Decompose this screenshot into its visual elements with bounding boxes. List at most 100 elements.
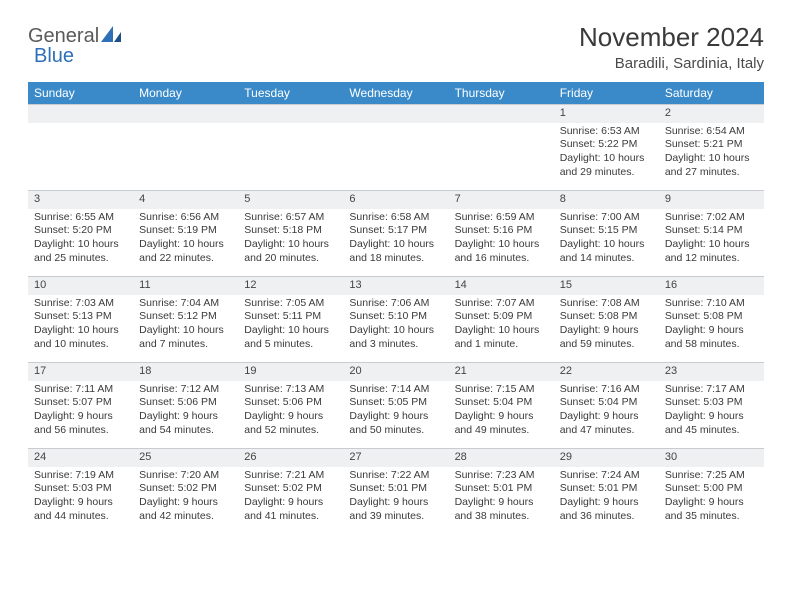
day-number-cell: 5 [238,191,343,209]
sunrise-text: Sunrise: 7:03 AM [34,297,127,311]
sunrise-text: Sunrise: 7:12 AM [139,383,232,397]
day1-text: Daylight: 10 hours [34,324,127,338]
day-body-cell: Sunrise: 7:24 AMSunset: 5:01 PMDaylight:… [554,467,659,535]
day1-text: Daylight: 9 hours [665,496,758,510]
sunrise-text: Sunrise: 6:59 AM [455,211,548,225]
sunrise-text: Sunrise: 7:02 AM [665,211,758,225]
day-body-row: Sunrise: 6:55 AMSunset: 5:20 PM Daylight:… [28,209,764,277]
daynum-row: 10111213141516 [28,277,764,295]
weekday-header: Sunday [28,82,133,105]
day-number-cell: 27 [343,449,448,467]
sunrise-text: Sunrise: 7:15 AM [455,383,548,397]
logo-gray: General [28,25,99,47]
day-body-cell: Sunrise: 6:59 AMSunset: 5:16 PMDaylight:… [449,209,554,277]
day-number-cell [449,105,554,123]
day-body-cell: Sunrise: 7:25 AMSunset: 5:00 PMDaylight:… [659,467,764,535]
weekday-header: Thursday [449,82,554,105]
day2-text: and 39 minutes. [349,510,442,524]
day-number-cell [133,105,238,123]
logo-sail-icon [101,26,121,46]
sunset-text: Sunset: 5:20 PM [34,224,127,238]
weekday-header: Friday [554,82,659,105]
day-number-cell: 23 [659,363,764,381]
sunrise-text: Sunrise: 7:16 AM [560,383,653,397]
day-body-row: Sunrise: 7:11 AMSunset: 5:07 PMDaylight:… [28,381,764,449]
day-body-row: Sunrise: 7:19 AMSunset: 5:03 PMDaylight:… [28,467,764,535]
sunset-text: Sunset: 5:22 PM [560,138,653,152]
day1-text: Daylight: 10 hours [244,324,337,338]
day2-text: and 25 minutes. [34,252,127,266]
day2-text: and 58 minutes. [665,338,758,352]
sunrise-text: Sunrise: 7:13 AM [244,383,337,397]
day-body-cell: Sunrise: 7:02 AMSunset: 5:14 PMDaylight:… [659,209,764,277]
day2-text: and 49 minutes. [455,424,548,438]
sunrise-text: Sunrise: 6:56 AM [139,211,232,225]
day1-text: Daylight: 9 hours [560,410,653,424]
sunset-text: Sunset: 5:06 PM [139,396,232,410]
day2-text: and 16 minutes. [455,252,548,266]
sunset-text: Sunset: 5:04 PM [560,396,653,410]
day-body-row: Sunrise: 6:53 AMSunset: 5:22 PMDaylight:… [28,123,764,191]
day-number-cell: 13 [343,277,448,295]
sunset-text: Sunset: 5:01 PM [560,482,653,496]
sunrise-text: Sunrise: 6:55 AM [34,211,127,225]
logo: General Blue [28,22,121,66]
sunset-text: Sunset: 5:18 PM [244,224,337,238]
day-number-cell: 15 [554,277,659,295]
day-number-cell: 30 [659,449,764,467]
day-body-cell: Sunrise: 6:54 AMSunset: 5:21 PMDaylight:… [659,123,764,191]
day-body-cell: Sunrise: 7:11 AMSunset: 5:07 PMDaylight:… [28,381,133,449]
day-body-cell: Sunrise: 6:57 AMSunset: 5:18 PMDaylight:… [238,209,343,277]
day-number-cell: 26 [238,449,343,467]
day1-text: Daylight: 9 hours [139,496,232,510]
day2-text: and 10 minutes. [34,338,127,352]
day-body-cell: Sunrise: 7:05 AMSunset: 5:11 PMDaylight:… [238,295,343,363]
day2-text: and 3 minutes. [349,338,442,352]
sunrise-text: Sunrise: 7:25 AM [665,469,758,483]
day-number-cell [28,105,133,123]
day1-text: Daylight: 10 hours [665,152,758,166]
day1-text: Daylight: 10 hours [244,238,337,252]
day1-text: Daylight: 10 hours [560,152,653,166]
day2-text: and 27 minutes. [665,166,758,180]
day-number-cell: 7 [449,191,554,209]
day-body-cell: Sunrise: 7:13 AMSunset: 5:06 PMDaylight:… [238,381,343,449]
sunrise-text: Sunrise: 7:06 AM [349,297,442,311]
day-body-cell [343,123,448,191]
sunset-text: Sunset: 5:11 PM [244,310,337,324]
sunrise-text: Sunrise: 7:20 AM [139,469,232,483]
weekday-header: Wednesday [343,82,448,105]
sunrise-text: Sunrise: 7:05 AM [244,297,337,311]
day-number-cell: 22 [554,363,659,381]
sunset-text: Sunset: 5:00 PM [665,482,758,496]
page: General Blue November 2024 Baradili, Sar… [0,0,792,612]
day1-text: Daylight: 10 hours [455,324,548,338]
day2-text: and 14 minutes. [560,252,653,266]
weekday-header: Tuesday [238,82,343,105]
day2-text: and 1 minute. [455,338,548,352]
day-body-cell: Sunrise: 6:56 AMSunset: 5:19 PMDaylight:… [133,209,238,277]
day-body-cell [28,123,133,191]
sunrise-text: Sunrise: 7:19 AM [34,469,127,483]
sunset-text: Sunset: 5:17 PM [349,224,442,238]
logo-text: General Blue [28,26,121,66]
day-body-cell: Sunrise: 7:00 AMSunset: 5:15 PMDaylight:… [554,209,659,277]
day2-text: and 42 minutes. [139,510,232,524]
sunrise-text: Sunrise: 7:10 AM [665,297,758,311]
day-body-cell: Sunrise: 7:15 AMSunset: 5:04 PMDaylight:… [449,381,554,449]
sunrise-text: Sunrise: 7:21 AM [244,469,337,483]
daynum-row: 12 [28,105,764,123]
sunset-text: Sunset: 5:06 PM [244,396,337,410]
sunset-text: Sunset: 5:16 PM [455,224,548,238]
day-body-cell: Sunrise: 7:20 AMSunset: 5:02 PMDaylight:… [133,467,238,535]
sunset-text: Sunset: 5:09 PM [455,310,548,324]
day-body-row: Sunrise: 7:03 AMSunset: 5:13 PMDaylight:… [28,295,764,363]
calendar-body: 12Sunrise: 6:53 AMSunset: 5:22 PMDayligh… [28,105,764,535]
weekday-header: Saturday [659,82,764,105]
day-number-cell: 8 [554,191,659,209]
day-number-cell: 17 [28,363,133,381]
day2-text: and 56 minutes. [34,424,127,438]
sunrise-text: Sunrise: 7:00 AM [560,211,653,225]
day1-text: Daylight: 9 hours [560,324,653,338]
day-number-cell: 14 [449,277,554,295]
